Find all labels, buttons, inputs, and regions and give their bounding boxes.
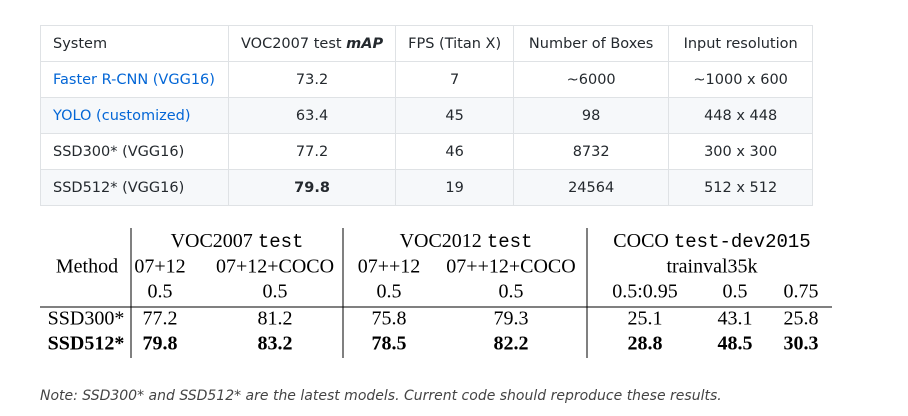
score: 79.3 <box>494 308 529 330</box>
table-cell: ~6000 <box>513 61 670 98</box>
table-row: SSD300* (VGG16) 77.2 46 8732 300 x 300 <box>40 133 814 170</box>
group-split: test <box>487 231 533 253</box>
table-cell: SSD512* (VGG16) <box>40 169 229 206</box>
iou: 0.75 <box>784 281 819 303</box>
group-header: VOC2007 test <box>171 230 304 253</box>
train-set: 07+12 <box>134 256 185 278</box>
method-label: Method <box>56 256 118 278</box>
iou: 0.5 <box>263 281 288 303</box>
score: 43.1 <box>718 308 753 330</box>
table-cell: 7 <box>395 61 515 98</box>
iou: 0.5 <box>499 281 524 303</box>
header-cell: VOC2007 test mAP <box>227 25 397 62</box>
iou: 0.5 <box>148 281 173 303</box>
table-cell: 46 <box>395 133 515 170</box>
iou: 0.5:0.95 <box>612 281 678 303</box>
group-subheader: trainval35k <box>666 256 757 278</box>
header-emphasis: mAP <box>346 35 384 52</box>
score: 28.8 <box>628 333 663 355</box>
score: 25.8 <box>784 308 819 330</box>
iou: 0.5 <box>723 281 748 303</box>
group-name: VOC2012 <box>400 230 482 252</box>
table-cell: 300 x 300 <box>668 133 814 170</box>
method: SSD300* <box>48 308 125 330</box>
table-cell: 19 <box>395 169 515 206</box>
table-cell: SSD300* (VGG16) <box>40 133 229 170</box>
table-cell: 77.2 <box>227 133 397 170</box>
table-cell: 98 <box>513 97 670 134</box>
table-cell[interactable]: YOLO (customized) <box>40 97 229 134</box>
table-row: YOLO (customized) 63.4 45 98 448 x 448 <box>40 97 814 134</box>
table-cell: ~1000 x 600 <box>668 61 814 98</box>
score: 75.8 <box>372 308 407 330</box>
table-row: SSD512* (VGG16) 79.8 19 24564 512 x 512 <box>40 169 814 206</box>
iou: 0.5 <box>377 281 402 303</box>
train-set: 07++12+COCO <box>446 256 575 278</box>
table-cell: 63.4 <box>227 97 397 134</box>
header-cell: Input resolution <box>668 25 814 62</box>
table-row: Faster R-CNN (VGG16) 73.2 7 ~6000 ~1000 x 60… <box>40 61 814 98</box>
method: SSD512* <box>48 333 125 355</box>
group-name: COCO <box>613 230 669 252</box>
group-name: VOC2007 <box>171 230 253 252</box>
score: 25.1 <box>628 308 663 330</box>
score: 78.5 <box>372 333 407 355</box>
header-text: VOC2007 test <box>241 35 342 52</box>
score: 30.3 <box>784 333 819 355</box>
score: 83.2 <box>258 333 293 355</box>
train-set: 07+12+COCO <box>216 256 334 278</box>
header-row: System VOC2007 test mAP FPS (Titan X) Numbe… <box>40 25 814 62</box>
header-cell: Number of Boxes <box>513 25 670 62</box>
group-split: test-dev2015 <box>674 231 811 253</box>
score: 48.5 <box>718 333 753 355</box>
score: 81.2 <box>258 308 293 330</box>
table-cell[interactable]: Faster R-CNN (VGG16) <box>40 61 229 98</box>
comparison-table: System VOC2007 test mAP FPS (Titan X) Numbe… <box>40 25 814 206</box>
header-cell: FPS (Titan X) <box>395 25 515 62</box>
score: 77.2 <box>143 308 178 330</box>
group-header: COCO test-dev2015 <box>613 230 810 253</box>
table-cell: 73.2 <box>227 61 397 98</box>
table-cell: 79.8 <box>227 169 397 206</box>
group-split: test <box>258 231 304 253</box>
score: 82.2 <box>494 333 529 355</box>
note: Note: SSD300* and SSD512* are the latest… <box>40 388 722 404</box>
table-cell: 45 <box>395 97 515 134</box>
table-cell: 448 x 448 <box>668 97 814 134</box>
table-cell: 24564 <box>513 169 670 206</box>
train-set: 07++12 <box>358 256 421 278</box>
group-header: VOC2012 test <box>400 230 533 253</box>
results-table: VOC2007 test VOC2012 test COCO test-dev201… <box>40 228 832 358</box>
table-cell: 8732 <box>513 133 670 170</box>
table-cell: 512 x 512 <box>668 169 814 206</box>
score: 79.8 <box>143 333 178 355</box>
header-cell: System <box>40 25 229 62</box>
